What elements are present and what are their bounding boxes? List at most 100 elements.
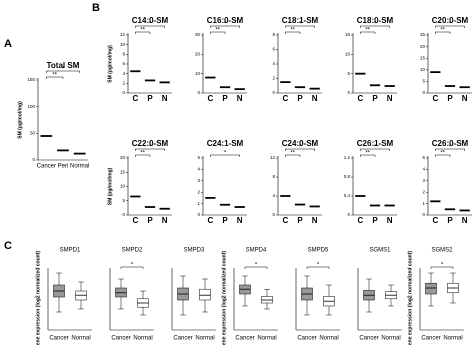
y-tick-label: 5 <box>197 155 200 160</box>
sig-bracket <box>430 266 454 269</box>
y-tick-label: 4 <box>272 193 275 198</box>
x-tick-label: Normal <box>70 164 89 170</box>
y-axis-label: Gene expression (log2 normalized count) <box>407 251 413 345</box>
x-tick-label: N <box>162 94 168 103</box>
y-tick-label: 10 <box>420 67 426 72</box>
chart-title: SMPD4 <box>246 248 267 254</box>
sig-label: * <box>441 263 444 269</box>
sig-bracket <box>435 25 465 28</box>
sig-label: ** <box>52 73 57 79</box>
x-tick-label: Cancer <box>111 336 130 342</box>
x-tick-label: N <box>462 94 468 103</box>
sig-bracket <box>210 25 240 28</box>
x-tick-label: P <box>447 94 453 103</box>
y-tick-label: 0.4 <box>344 193 351 198</box>
sig-label: ** <box>290 151 295 157</box>
chart-title: SMPD1 <box>60 248 81 254</box>
y-tick-label: 0 <box>347 212 350 217</box>
y-tick-label: 4 <box>422 167 425 172</box>
x-tick-label: C <box>432 216 438 225</box>
y-tick-label: 20 <box>120 155 126 160</box>
sig-bracket <box>46 76 64 79</box>
y-tick-label: 10 <box>120 184 126 189</box>
y-tick-label: 8 <box>122 52 125 57</box>
chart-title: C18:0-SM <box>357 16 394 25</box>
y-tick-label: 6 <box>272 47 275 52</box>
x-tick-label: Normal <box>195 336 214 342</box>
y-tick-label: 2 <box>122 81 125 86</box>
chart-title: SGMS2 <box>431 248 453 254</box>
chart-title: C24:0-SM <box>282 139 319 148</box>
x-tick-label: Cancer <box>359 336 378 342</box>
sig-label: * <box>149 22 152 28</box>
sig-label: * <box>374 145 377 151</box>
sig-bracket <box>135 154 151 157</box>
x-tick-label: Normal <box>381 336 400 342</box>
x-tick-label: P <box>372 94 378 103</box>
y-axis-label: Gene expression (log2 normalized count) <box>221 251 227 345</box>
y-tick-label: 0 <box>422 212 425 217</box>
sig-bracket <box>360 154 376 157</box>
sig-label: ** <box>290 28 295 34</box>
sig-label: ** <box>365 28 370 34</box>
sig-label: * <box>449 22 452 28</box>
chart-title: SGMS1 <box>369 248 391 254</box>
x-tick-label: N <box>387 216 393 225</box>
y-tick-label: 4 <box>122 71 125 76</box>
sig-label: * <box>62 67 65 73</box>
y-tick-label: 0 <box>122 90 125 95</box>
chart-title: C18:1-SM <box>282 16 319 25</box>
chart-title: C20:0-SM <box>432 16 469 25</box>
x-tick-label: N <box>237 216 243 225</box>
y-tick-label: 0.8 <box>344 174 351 179</box>
sig-bracket <box>285 148 315 151</box>
y-tick-label: 8 <box>272 174 275 179</box>
x-tick-label: Normal <box>319 336 338 342</box>
sig-bracket <box>135 148 165 151</box>
box <box>199 288 211 301</box>
chart-title: C24:1-SM <box>207 139 244 148</box>
x-tick-label: N <box>237 94 243 103</box>
y-tick-label: 4 <box>197 167 200 172</box>
y-tick-label: 20 <box>420 44 426 49</box>
x-tick-label: C <box>357 216 363 225</box>
sig-bracket <box>360 148 390 151</box>
x-tick-label: Normal <box>133 336 152 342</box>
chart-title: C26:1-SM <box>357 139 394 148</box>
sig-label: * <box>449 145 452 151</box>
x-tick-label: N <box>312 216 318 225</box>
sig-bracket <box>285 154 301 157</box>
x-tick-label: P <box>147 216 153 225</box>
y-tick-label: 0 <box>272 212 275 217</box>
sig-bracket <box>435 148 465 151</box>
sig-bracket <box>435 154 451 157</box>
y-tick-label: 4 <box>272 61 275 66</box>
y-tick-label: 10 <box>120 42 126 47</box>
panel-label: B <box>92 2 100 14</box>
panel-label: C <box>4 240 12 252</box>
y-tick-label: 1.2 <box>344 155 351 160</box>
x-tick-label: N <box>162 216 168 225</box>
y-tick-label: 15 <box>345 32 351 37</box>
chart-title: Total SM <box>47 61 80 70</box>
x-tick-label: Cancer <box>297 336 316 342</box>
x-tick-label: N <box>312 94 318 103</box>
y-axis-label: Gene expression (log2 normalized count) <box>35 251 41 345</box>
sig-label: * <box>149 145 152 151</box>
y-tick-label: 15 <box>120 169 126 174</box>
y-tick-label: 5 <box>347 71 350 76</box>
sig-label: ** <box>215 28 220 34</box>
sig-label: * <box>299 22 302 28</box>
x-tick-label: C <box>282 94 288 103</box>
x-tick-label: C <box>132 216 138 225</box>
chart-title: C22:0-SM <box>132 139 169 148</box>
y-tick-label: 0 <box>197 212 200 217</box>
sig-label: * <box>317 263 320 269</box>
sig-bracket <box>210 31 226 34</box>
y-tick-label: 0 <box>422 90 425 95</box>
sig-bracket <box>285 31 301 34</box>
chart-title: SMPD2 <box>122 248 143 254</box>
sig-bracket <box>285 25 315 28</box>
sig-label: ** <box>365 151 370 157</box>
